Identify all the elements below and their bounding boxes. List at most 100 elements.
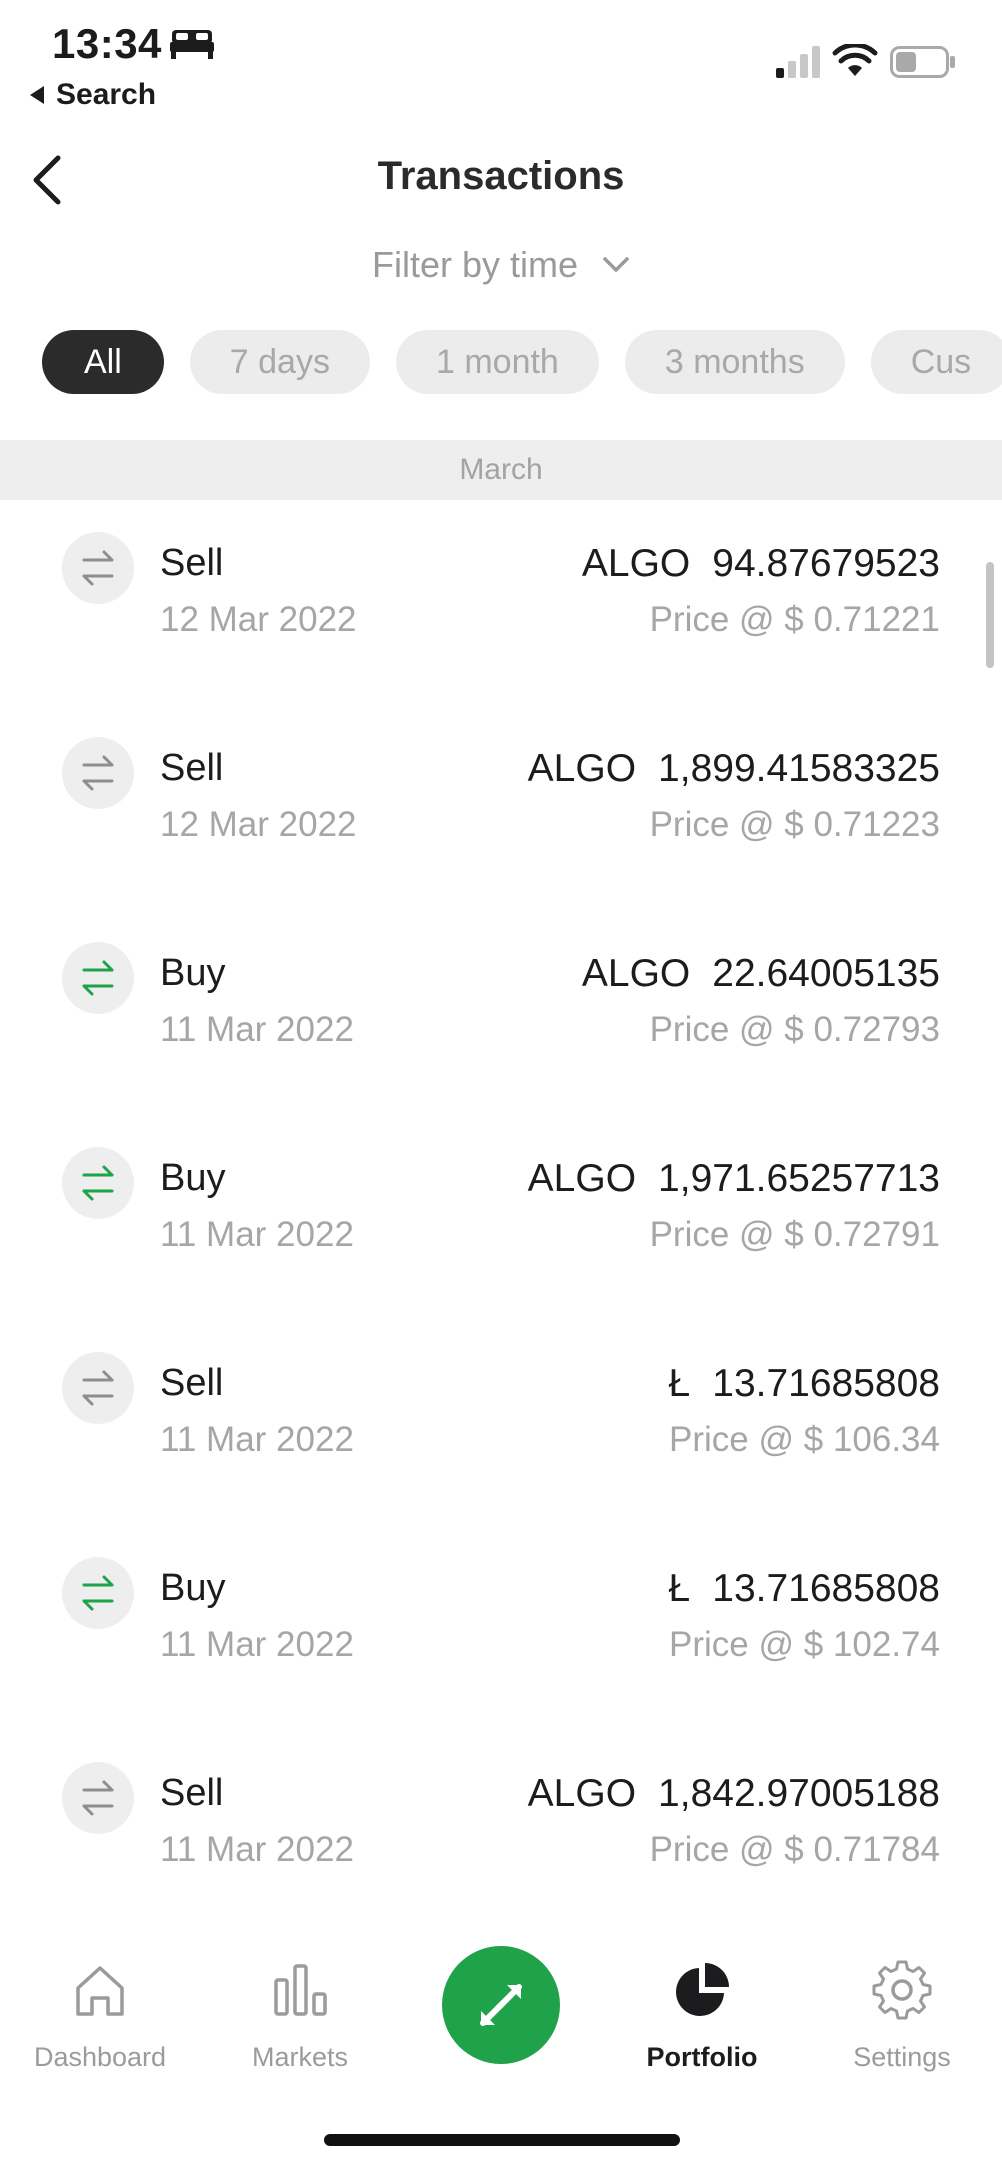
transaction-row[interactable]: Buy 11 Mar 2022 ALGO 22.64005135 Price @ … <box>0 910 1002 1115</box>
transaction-amount: ALGO 1,899.41583325 <box>528 747 940 791</box>
transaction-price: Price @ $ 0.71221 <box>649 600 940 639</box>
home-icon <box>76 1966 124 2016</box>
chip-3-months[interactable]: 3 months <box>624 330 845 394</box>
gear-icon <box>872 1960 932 2020</box>
back-triangle-icon <box>30 86 44 104</box>
swap-arrows-icon <box>82 1165 114 1201</box>
transaction-type: Buy <box>160 952 226 994</box>
filter-by-time-dropdown[interactable]: Filter by time <box>0 244 1002 286</box>
transaction-price: Price @ $ 0.71223 <box>649 805 940 844</box>
chevron-down-icon <box>603 257 629 272</box>
bed-icon <box>170 30 214 59</box>
transaction-type: Sell <box>160 747 224 789</box>
chip-custom[interactable]: Cus <box>870 330 1002 394</box>
transaction-type: Buy <box>160 1567 226 1609</box>
transaction-row[interactable]: Buy 11 Mar 2022 ALGO 1,971.65257713 Price… <box>0 1115 1002 1320</box>
tab-markets-label: Markets <box>251 2042 349 2072</box>
status-bar: 13:34 Search <box>0 0 1002 120</box>
transaction-asset: ALGO <box>581 952 691 995</box>
transaction-date: 12 Mar 2022 <box>160 600 357 639</box>
transaction-price: Price @ $ 106.34 <box>669 1420 940 1459</box>
tab-dashboard[interactable]: Dashboard <box>0 1930 200 2080</box>
page-title: Transactions <box>377 154 625 198</box>
transaction-asset: ALGO <box>527 1772 637 1815</box>
transaction-quantity: 94.87679523 <box>712 542 940 585</box>
transaction-amount: ALGO 94.87679523 <box>582 542 940 586</box>
transaction-asset: ALGO <box>527 1157 637 1200</box>
transaction-asset: Ł <box>668 1567 691 1610</box>
transaction-price: Price @ $ 0.71784 <box>649 1830 940 1869</box>
transaction-type: Sell <box>160 1362 224 1404</box>
back-button[interactable] <box>16 148 80 212</box>
tab-dashboard-label: Dashboard <box>33 2042 167 2072</box>
transaction-row[interactable]: Sell 11 Mar 2022 ALGO 1,842.97005188 Pric… <box>0 1730 1002 1900</box>
chip-all[interactable]: All <box>42 330 164 394</box>
transaction-amount: Ł 13.71685808 <box>669 1567 940 1611</box>
transaction-row[interactable]: Sell 12 Mar 2022 ALGO 94.87679523 Price @… <box>0 500 1002 705</box>
nav-header: Transactions <box>0 140 1002 220</box>
transaction-amount: ALGO 1,842.97005188 <box>528 1772 940 1816</box>
transaction-asset: Ł <box>668 1362 691 1405</box>
transaction-date: 11 Mar 2022 <box>160 1625 354 1664</box>
transaction-row[interactable]: Sell 12 Mar 2022 ALGO 1,899.41583325 Pric… <box>0 705 1002 910</box>
transaction-date: 11 Mar 2022 <box>160 1010 354 1049</box>
chip-7-days[interactable]: 7 days <box>189 330 370 394</box>
section-header-month: March <box>0 440 1002 500</box>
transaction-amount: ALGO 1,971.65257713 <box>528 1157 940 1201</box>
transaction-type: Sell <box>160 1772 224 1814</box>
transaction-type: Sell <box>160 542 224 584</box>
tab-portfolio[interactable]: Portfolio <box>602 1930 802 2080</box>
transaction-date: 11 Mar 2022 <box>160 1830 354 1869</box>
tab-bar: Dashboard Markets Portfolio Settings <box>0 1930 1002 2090</box>
transaction-quantity: 13.71685808 <box>712 1567 940 1610</box>
chevron-left-icon <box>33 155 61 205</box>
time-filter-chips: All 7 days 1 month 3 months Cus <box>42 330 1002 394</box>
transaction-price: Price @ $ 0.72791 <box>649 1215 940 1254</box>
transaction-type-icon-wrap <box>62 1147 134 1219</box>
transaction-type-icon-wrap <box>62 1762 134 1834</box>
bar-chart-icon <box>274 1964 327 2016</box>
home-indicator <box>324 2134 680 2146</box>
pie-chart-icon <box>676 1963 729 2016</box>
transaction-type-icon-wrap <box>62 1557 134 1629</box>
transaction-type-icon-wrap <box>62 532 134 604</box>
swap-arrows-icon <box>82 960 114 996</box>
transaction-type-icon-wrap <box>62 942 134 1014</box>
transaction-asset: ALGO <box>527 747 637 790</box>
swap-arrows-icon <box>480 1984 522 2026</box>
transaction-row[interactable]: Sell 11 Mar 2022 Ł 13.71685808 Price @ $ … <box>0 1320 1002 1525</box>
swap-arrows-icon <box>82 1780 114 1816</box>
tab-markets[interactable]: Markets <box>200 1930 400 2080</box>
transaction-price: Price @ $ 0.72793 <box>649 1010 940 1049</box>
transaction-date: 11 Mar 2022 <box>160 1215 354 1254</box>
wifi-icon <box>832 44 878 76</box>
trade-button[interactable] <box>442 1946 560 2064</box>
swap-arrows-icon <box>82 550 114 586</box>
transaction-price: Price @ $ 102.74 <box>669 1625 940 1664</box>
transaction-quantity: 1,842.97005188 <box>658 1772 940 1815</box>
transaction-quantity: 13.71685808 <box>712 1362 940 1405</box>
transaction-quantity: 22.64005135 <box>712 952 940 995</box>
transaction-row[interactable]: Buy 11 Mar 2022 Ł 13.71685808 Price @ $ 1… <box>0 1525 1002 1730</box>
transaction-quantity: 1,899.41583325 <box>658 747 940 790</box>
tab-portfolio-label: Portfolio <box>646 2042 758 2072</box>
swap-arrows-icon <box>82 755 114 791</box>
scrollbar[interactable] <box>986 562 994 668</box>
status-time: 13:34 <box>52 20 162 67</box>
transaction-date: 12 Mar 2022 <box>160 805 357 844</box>
filter-by-time-label: Filter by time <box>371 244 579 285</box>
transaction-amount: ALGO 22.64005135 <box>582 952 940 996</box>
tab-settings-label: Settings <box>853 2042 951 2072</box>
back-to-search-label: Search <box>56 78 157 111</box>
transaction-type-icon-wrap <box>62 1352 134 1424</box>
chip-1-month[interactable]: 1 month <box>395 330 599 394</box>
swap-arrows-icon <box>82 1370 114 1406</box>
back-to-search-link[interactable]: Search <box>30 78 156 112</box>
transaction-asset: ALGO <box>581 542 691 585</box>
tab-settings[interactable]: Settings <box>802 1930 1002 2080</box>
transactions-list[interactable]: Sell 12 Mar 2022 ALGO 94.87679523 Price @… <box>0 500 1002 1900</box>
signal-icon <box>776 46 820 78</box>
transaction-type: Buy <box>160 1157 226 1199</box>
transaction-type-icon-wrap <box>62 737 134 809</box>
battery-icon <box>890 46 955 78</box>
